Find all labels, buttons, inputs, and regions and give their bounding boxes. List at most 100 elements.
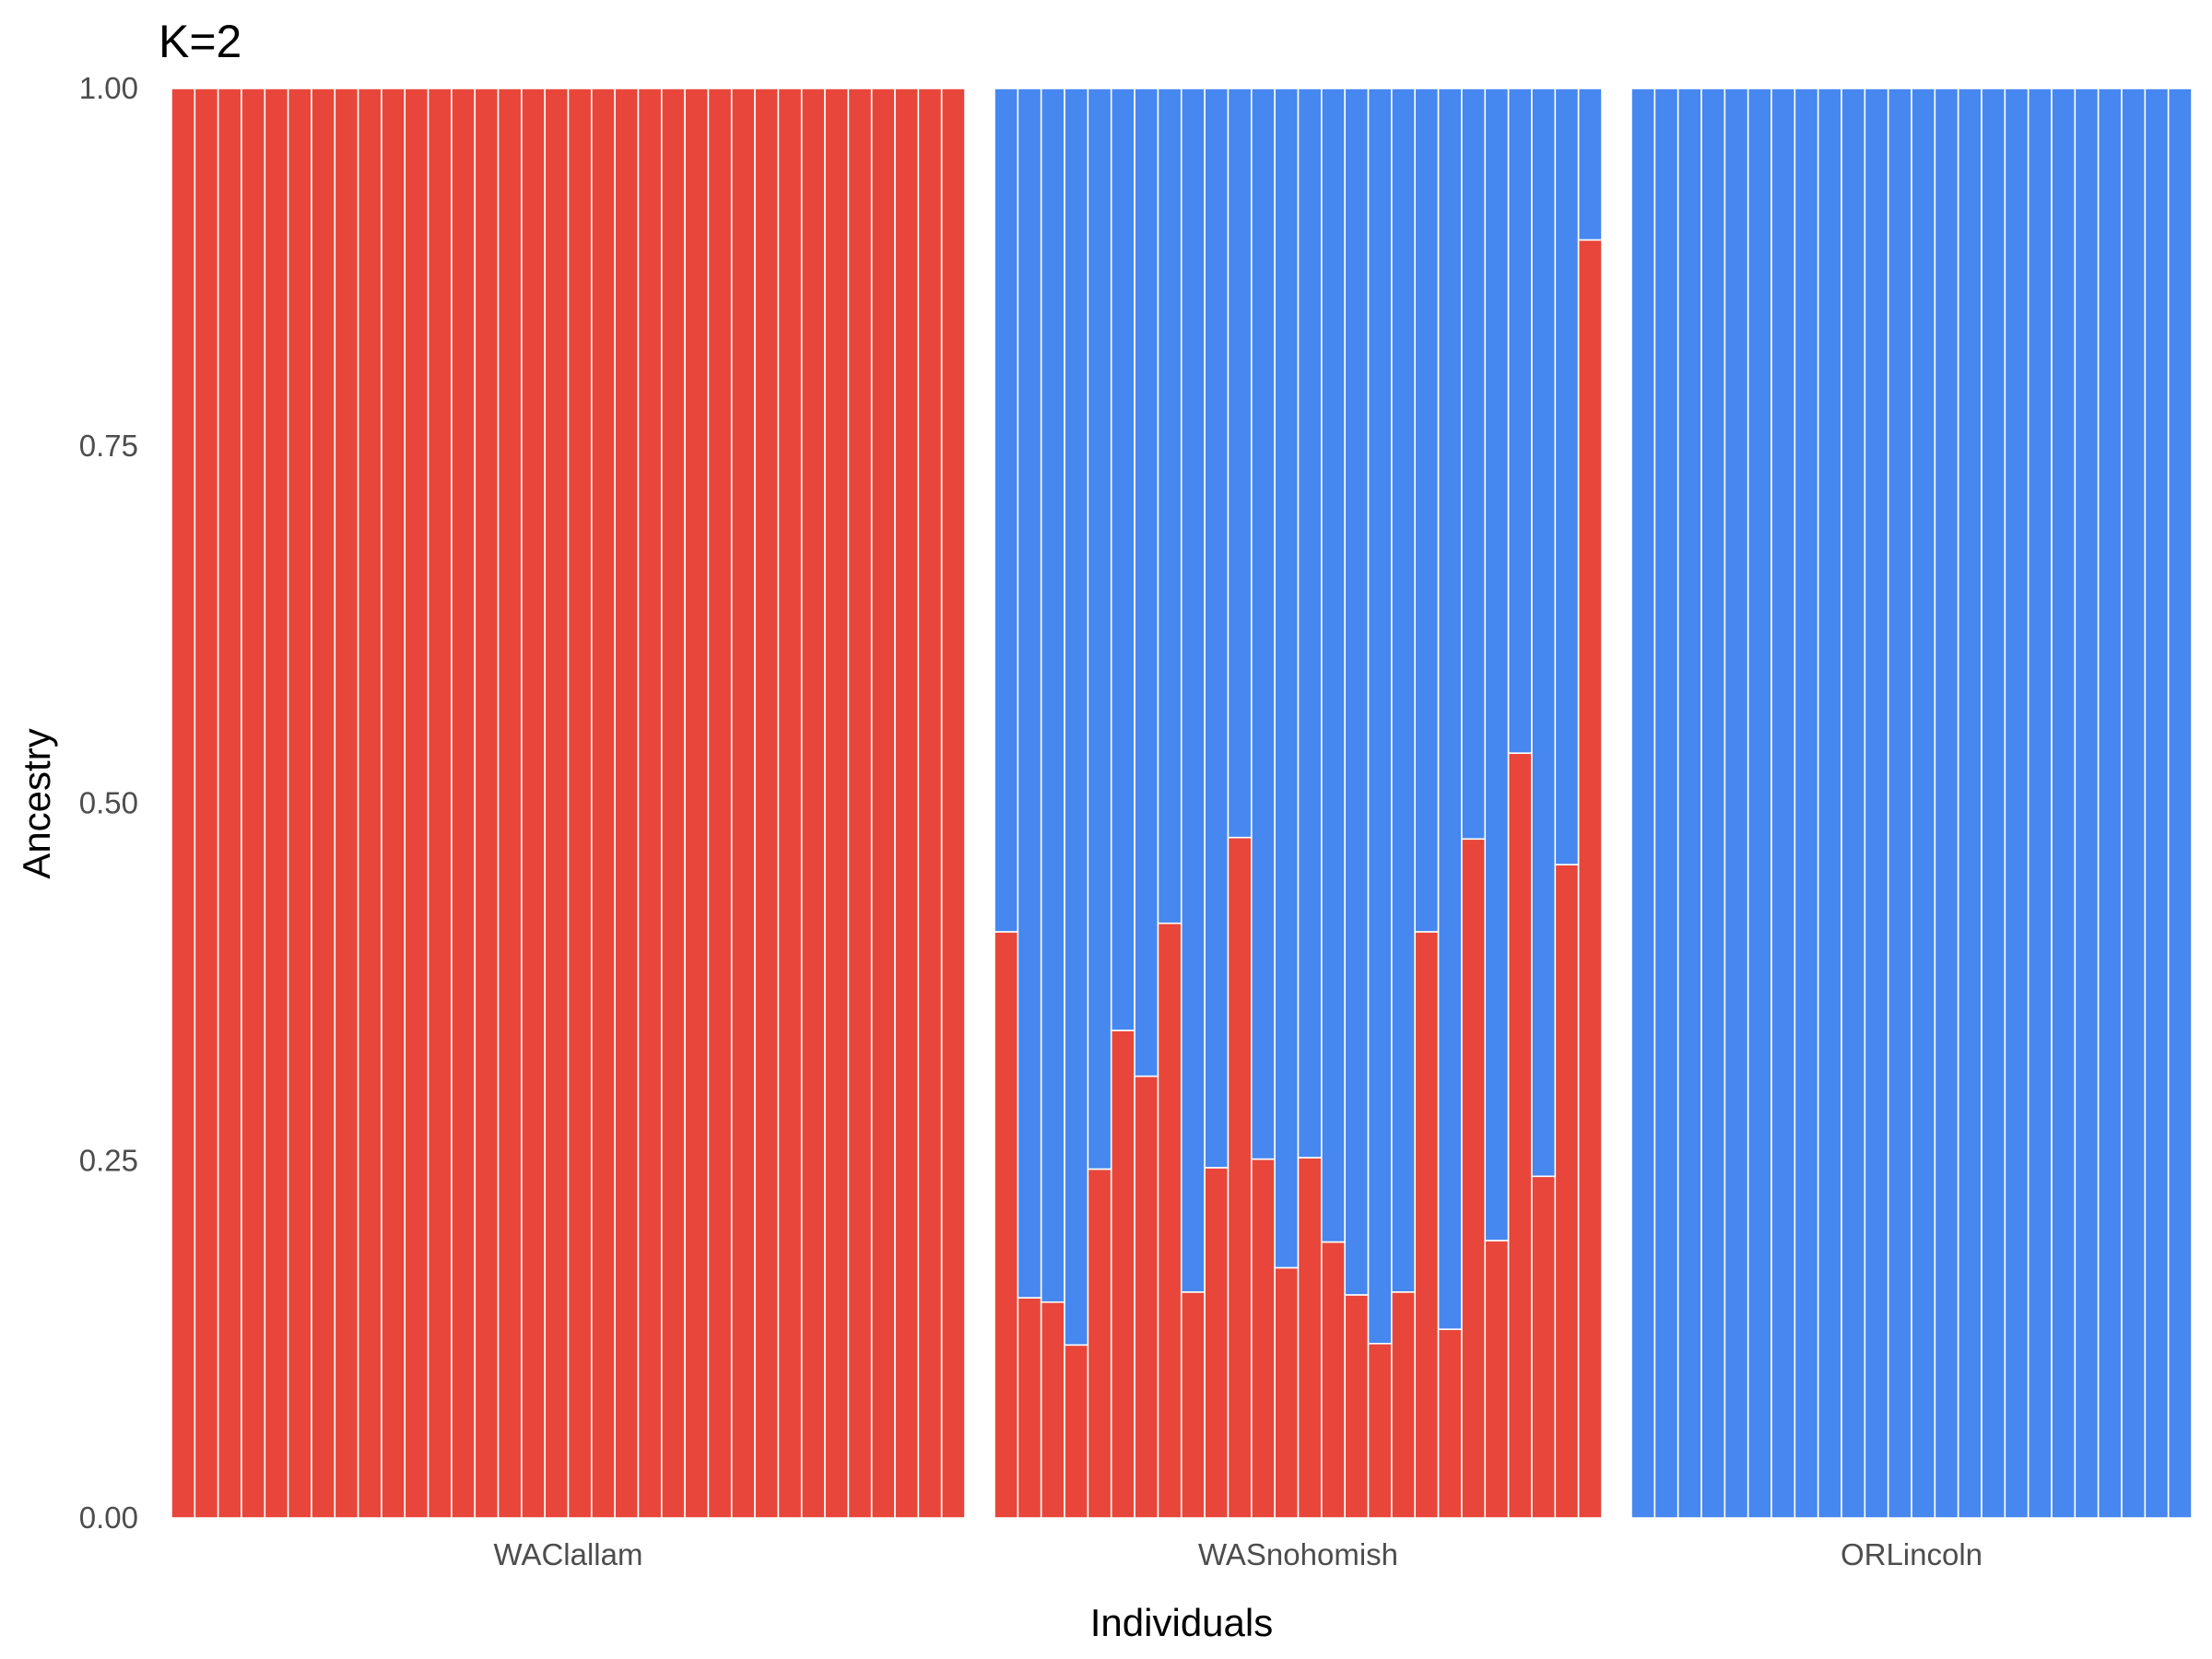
bar-segment-red xyxy=(1507,752,1533,1519)
bar-segment-red xyxy=(264,88,289,1519)
bar-segment-blue xyxy=(1017,88,1042,1299)
y-tick-label: 1.00 xyxy=(79,71,138,105)
bar-segment-blue xyxy=(1630,88,1656,1519)
bar-segment-blue xyxy=(1724,88,1749,1519)
bar-segment-blue xyxy=(994,88,1019,933)
bar-segment-red xyxy=(894,88,920,1519)
bar-segment-blue xyxy=(1344,88,1370,1296)
bar-segment-red xyxy=(1134,1075,1159,1519)
chart-title: K=2 xyxy=(159,16,241,67)
bar-segment-red xyxy=(660,88,686,1519)
bar-segment-red xyxy=(311,88,336,1519)
bar-segment-blue xyxy=(1653,88,1679,1519)
bar-segment-red xyxy=(994,931,1019,1519)
bar-segment-red xyxy=(451,88,477,1519)
x-tick-label: WAClallam xyxy=(494,1537,643,1571)
bar-segment-red xyxy=(707,88,733,1519)
bar-segment-red xyxy=(241,88,266,1519)
bar-segment-red xyxy=(474,88,500,1519)
bar-segment-blue xyxy=(1274,88,1300,1269)
bar-segment-blue xyxy=(1484,88,1510,1241)
bar-segment-red xyxy=(567,88,593,1519)
bar-segment-blue xyxy=(1461,88,1487,841)
bar-segment-red xyxy=(1180,1291,1206,1519)
x-axis-title: Individuals xyxy=(1090,1601,1273,1644)
bar-segment-red xyxy=(940,88,966,1519)
y-tick-label: 0.00 xyxy=(79,1500,138,1535)
bar-segment-red xyxy=(1484,1240,1510,1519)
bar-segment-red xyxy=(870,88,896,1519)
bar-segment-red xyxy=(1040,1300,1065,1519)
bar-segment-blue xyxy=(1157,88,1182,924)
bar-segment-blue xyxy=(1794,88,1819,1519)
bar-segment-red xyxy=(824,88,850,1519)
bar-segment-red xyxy=(521,88,546,1519)
bar-segment-blue xyxy=(1554,88,1580,865)
bar-segment-blue xyxy=(1677,88,1702,1519)
bar-segment-blue xyxy=(2097,88,2123,1519)
bar-segment-blue xyxy=(2051,88,2077,1519)
bar-segment-blue xyxy=(1864,88,1889,1519)
bar-segment-red xyxy=(217,88,242,1519)
y-axis-title: Ancestry xyxy=(15,728,58,878)
bar-segment-blue xyxy=(1437,88,1463,1331)
y-tick-label: 0.75 xyxy=(79,429,138,463)
bar-segment-blue xyxy=(1134,88,1159,1077)
bar-segment-blue xyxy=(1507,88,1533,755)
bars xyxy=(171,88,2193,1519)
bar-segment-red xyxy=(1274,1266,1300,1519)
bar-segment-red xyxy=(1531,1175,1557,1519)
bar-segment-blue xyxy=(1747,88,1772,1519)
bar-segment-blue xyxy=(2074,88,2100,1519)
bar-segment-blue xyxy=(2004,88,2030,1519)
bar-segment-blue xyxy=(1911,88,1936,1519)
bar-segment-blue xyxy=(2144,88,2170,1519)
bar-segment-red xyxy=(1577,239,1603,1519)
y-axis-ticks: 0.00 0.25 0.50 0.75 1.00 xyxy=(79,71,138,1535)
bar-segment-blue xyxy=(1817,88,1842,1519)
bar-segment-red xyxy=(847,88,873,1519)
bar-segment-red xyxy=(1437,1328,1463,1519)
bar-segment-red xyxy=(544,88,570,1519)
bar-segment-red xyxy=(1554,864,1580,1519)
bar-segment-red xyxy=(404,88,429,1519)
bar-segment-red xyxy=(591,88,616,1519)
bar-segment-red xyxy=(1297,1157,1323,1519)
bar-segment-red xyxy=(287,88,312,1519)
x-axis-ticks: WAClallam WASnohomish ORLincoln xyxy=(494,1537,1983,1571)
bar-segment-red xyxy=(684,88,710,1519)
x-tick-label: ORLincoln xyxy=(1841,1537,1983,1571)
y-tick-label: 0.50 xyxy=(79,786,138,820)
x-tick-label: WASnohomish xyxy=(1198,1537,1398,1571)
bar-segment-blue xyxy=(1251,88,1276,1160)
y-tick-label: 0.25 xyxy=(79,1143,138,1177)
bar-segment-red xyxy=(614,88,640,1519)
bar-segment-blue xyxy=(2167,88,2193,1519)
bar-segment-blue xyxy=(1957,88,1983,1519)
bar-segment-red xyxy=(1414,931,1440,1519)
bar-segment-red xyxy=(1461,838,1487,1519)
bar-segment-red xyxy=(754,88,780,1519)
bar-segment-blue xyxy=(1531,88,1557,1178)
bar-segment-red xyxy=(1344,1294,1370,1519)
bar-segment-red xyxy=(334,88,359,1519)
bar-segment-blue xyxy=(1414,88,1440,933)
bar-segment-red xyxy=(357,88,382,1519)
bar-segment-blue xyxy=(1227,88,1253,839)
bar-segment-red xyxy=(497,88,523,1519)
bar-segment-blue xyxy=(1841,88,1866,1519)
bar-segment-red xyxy=(1251,1158,1276,1519)
bar-segment-red xyxy=(800,88,826,1519)
bar-segment-blue xyxy=(1391,88,1417,1293)
bar-segment-blue xyxy=(1771,88,1796,1519)
bar-segment-blue xyxy=(1040,88,1065,1303)
bar-segment-red xyxy=(730,88,756,1519)
bar-segment-blue xyxy=(1981,88,2006,1519)
bar-segment-red xyxy=(171,88,196,1519)
bar-segment-red xyxy=(637,88,663,1519)
bar-segment-red xyxy=(194,88,219,1519)
bar-segment-blue xyxy=(1577,88,1603,241)
bar-segment-red xyxy=(1017,1297,1042,1519)
bar-segment-blue xyxy=(1064,88,1089,1347)
